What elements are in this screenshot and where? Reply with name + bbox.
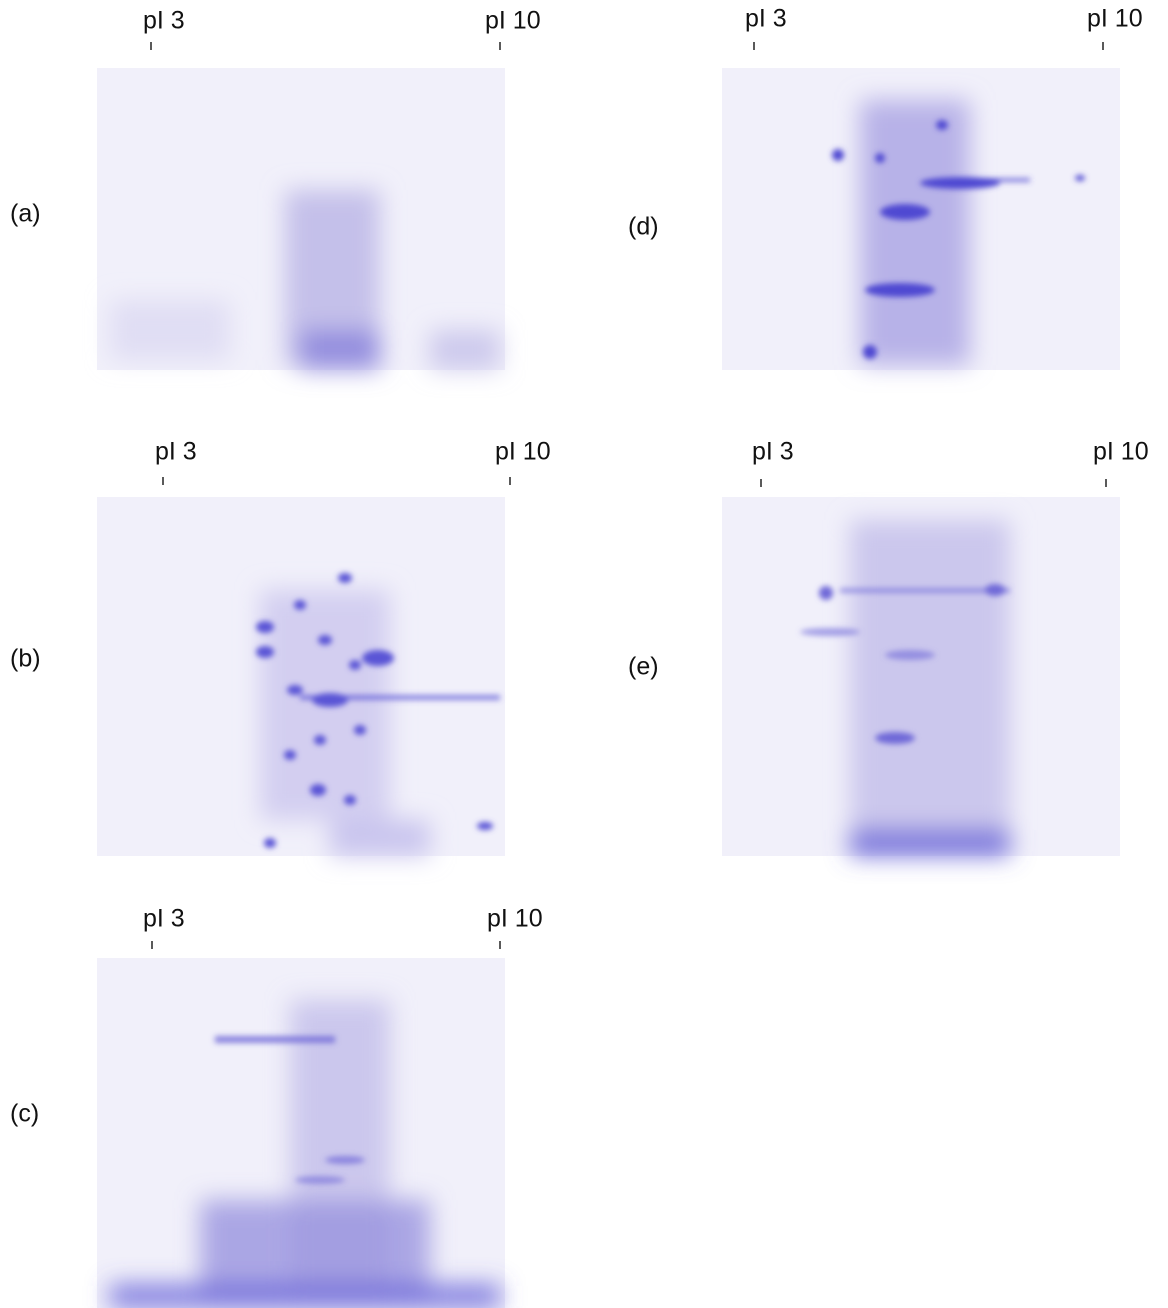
- panel-label: (e): [628, 653, 659, 681]
- pi-left: pI 3: [143, 7, 185, 35]
- pi-right: pI 10: [485, 7, 541, 35]
- gel-smear: [850, 520, 1010, 856]
- panel-label: (c): [10, 1100, 39, 1128]
- gel-spots: [832, 120, 1085, 359]
- panel-label: (d): [628, 213, 659, 241]
- pi-left: pI 3: [143, 905, 185, 933]
- pi-left: pI 3: [155, 438, 197, 466]
- pi-right: pI 10: [1093, 438, 1149, 466]
- pi-left: pI 3: [745, 5, 787, 33]
- gel-smear: [110, 1000, 500, 1307]
- gel-smear: [860, 100, 970, 365]
- panel-a: (a) pI 3 pI 10: [10, 7, 541, 370]
- panel-label: (a): [10, 200, 41, 228]
- panel-e: (e) pI 3 pI 10: [628, 438, 1149, 856]
- gel-spots: [800, 584, 1010, 744]
- panel-d: (d) pI 3 pI 10: [628, 5, 1143, 370]
- pi-right: pI 10: [495, 438, 551, 466]
- panel-label: (b): [10, 645, 41, 673]
- pi-left: pI 3: [752, 438, 794, 466]
- gel-smear: [110, 190, 500, 370]
- panel-c: (c) pI 3 pI 10: [10, 905, 543, 1308]
- pi-right: pI 10: [487, 905, 543, 933]
- gel-spots: [256, 573, 500, 848]
- gel-spots: [215, 1036, 365, 1184]
- pi-right: pI 10: [1087, 5, 1143, 33]
- panel-b: (b) pI 3 pI 10: [10, 438, 551, 856]
